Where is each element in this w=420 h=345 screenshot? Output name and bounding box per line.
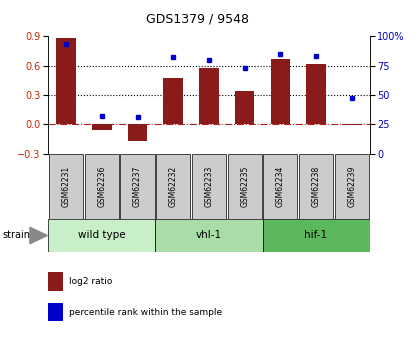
Bar	[263, 154, 297, 219]
Bar	[155, 219, 262, 252]
Text: hif-1: hif-1	[304, 230, 328, 240]
Bar	[156, 154, 190, 219]
Text: strain: strain	[2, 230, 30, 240]
Text: wild type: wild type	[78, 230, 126, 240]
Text: GSM62237: GSM62237	[133, 166, 142, 207]
Text: GSM62236: GSM62236	[97, 166, 106, 207]
Bar	[48, 219, 155, 252]
Bar	[192, 154, 226, 219]
Bar	[306, 63, 326, 124]
Bar	[342, 124, 362, 125]
Bar	[85, 154, 119, 219]
Text: log2 ratio: log2 ratio	[69, 277, 113, 286]
Bar	[49, 154, 83, 219]
Text: GSM62235: GSM62235	[240, 166, 249, 207]
Bar	[270, 59, 290, 124]
Bar	[48, 303, 63, 322]
Bar	[262, 219, 370, 252]
Text: percentile rank within the sample: percentile rank within the sample	[69, 308, 222, 317]
Bar	[48, 272, 63, 290]
Text: GSM62233: GSM62233	[205, 166, 213, 207]
Bar	[235, 91, 255, 124]
Bar	[335, 154, 369, 219]
Polygon shape	[30, 227, 47, 244]
Bar	[128, 124, 147, 141]
Bar	[56, 38, 76, 124]
Bar	[163, 78, 183, 124]
Text: GSM62239: GSM62239	[347, 166, 356, 207]
Bar	[299, 154, 333, 219]
Bar	[92, 124, 112, 130]
Text: GSM62232: GSM62232	[169, 166, 178, 207]
Bar	[228, 154, 262, 219]
Bar	[121, 154, 155, 219]
Text: GDS1379 / 9548: GDS1379 / 9548	[146, 12, 249, 25]
Bar	[199, 68, 219, 124]
Text: GSM62238: GSM62238	[312, 166, 320, 207]
Text: GSM62234: GSM62234	[276, 166, 285, 207]
Text: vhl-1: vhl-1	[196, 230, 222, 240]
Text: GSM62231: GSM62231	[62, 166, 71, 207]
